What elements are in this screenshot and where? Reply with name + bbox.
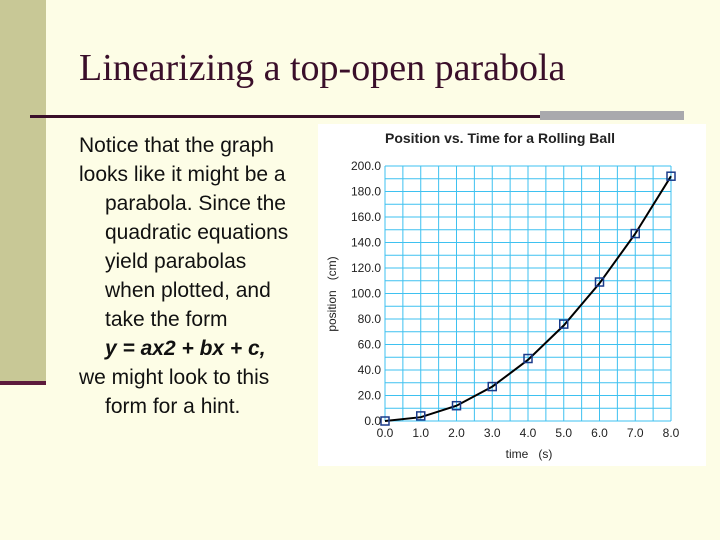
y-tick-label: 60.0 bbox=[358, 338, 382, 352]
body-line: form for a hint. bbox=[79, 392, 329, 421]
x-tick-label: 3.0 bbox=[484, 426, 501, 440]
y-tick-label: 100.0 bbox=[351, 287, 381, 301]
y-tick-label: 200.0 bbox=[351, 159, 381, 173]
body-line: quadratic equations bbox=[79, 218, 329, 247]
title-divider-accent bbox=[540, 111, 684, 120]
y-tick-label: 20.0 bbox=[358, 389, 382, 403]
y-tick-label: 160.0 bbox=[351, 210, 381, 224]
x-tick-label: 6.0 bbox=[591, 426, 608, 440]
x-tick-labels: 0.0 1.0 2.0 3.0 4.0 5.0 6.0 7.0 8.0 bbox=[377, 426, 680, 440]
y-axis-label: position (cm) bbox=[325, 256, 339, 331]
title-divider bbox=[30, 115, 545, 118]
slide-body: Notice that the graph looks like it migh… bbox=[79, 131, 329, 421]
body-line: we might look to this bbox=[79, 363, 329, 392]
slide-title: Linearizing a top-open parabola bbox=[79, 46, 679, 90]
accent-strip bbox=[0, 0, 46, 384]
y-tick-label: 140.0 bbox=[351, 236, 381, 250]
y-tick-label: 40.0 bbox=[358, 363, 382, 377]
body-line: yield parabolas bbox=[79, 247, 329, 276]
body-line: Notice that the graph bbox=[79, 131, 329, 160]
y-tick-labels: 0.0 20.0 40.0 60.0 80.0 100.0 120.0 140.0 160.0 1… bbox=[351, 159, 381, 428]
body-line: when plotted, and bbox=[79, 276, 329, 305]
x-axis-label: time (s) bbox=[506, 447, 553, 461]
position-time-chart: Position vs. Time for a Rolling Ball 0.0… bbox=[318, 124, 706, 466]
body-line: looks like it might be a bbox=[79, 160, 329, 189]
x-tick-label: 2.0 bbox=[448, 426, 465, 440]
x-tick-label: 0.0 bbox=[377, 426, 394, 440]
x-tick-label: 1.0 bbox=[412, 426, 429, 440]
x-tick-label: 7.0 bbox=[627, 426, 644, 440]
x-tick-label: 5.0 bbox=[555, 426, 572, 440]
y-tick-label: 120.0 bbox=[351, 261, 381, 275]
y-tick-label: 80.0 bbox=[358, 312, 382, 326]
chart-panel: Position vs. Time for a Rolling Ball 0.0… bbox=[318, 124, 706, 466]
x-tick-label: 4.0 bbox=[520, 426, 537, 440]
grid bbox=[385, 166, 671, 421]
y-tick-label: 180.0 bbox=[351, 185, 381, 199]
body-line: parabola. Since the bbox=[79, 189, 329, 218]
body-line: take the form bbox=[79, 305, 329, 334]
accent-strip-underline bbox=[0, 381, 46, 385]
quadratic-formula: y = ax2 + bx + c, bbox=[79, 334, 329, 363]
x-tick-label: 8.0 bbox=[663, 426, 680, 440]
chart-title: Position vs. Time for a Rolling Ball bbox=[385, 130, 615, 146]
y-tick-label: 0.0 bbox=[364, 414, 381, 428]
